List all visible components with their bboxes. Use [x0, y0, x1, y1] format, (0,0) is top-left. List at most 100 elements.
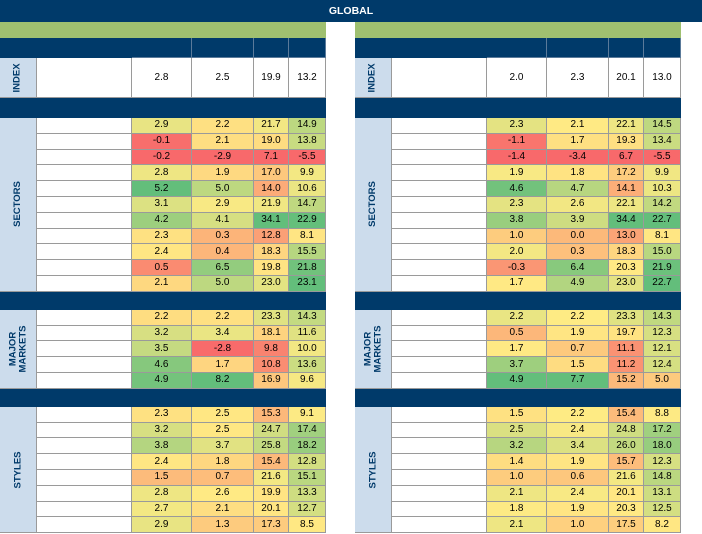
row-label — [392, 276, 487, 292]
value-cell: 17.3 — [254, 517, 289, 534]
row-label — [37, 133, 132, 150]
value-cell: 9.6 — [289, 373, 326, 389]
section-divider — [0, 98, 326, 118]
value-cell: 3.5 — [132, 341, 192, 358]
row-label — [392, 260, 487, 276]
value-cell: 21.6 — [254, 470, 289, 486]
value-cell: 21.9 — [644, 260, 681, 276]
value-cell: 17.2 — [609, 165, 644, 182]
row-label — [37, 228, 132, 245]
value-cell: 12.4 — [644, 357, 681, 373]
value-cell: 2.5 — [192, 422, 254, 439]
value-cell: -0.2 — [132, 149, 192, 166]
value-cell: 2.3 — [487, 197, 547, 213]
row-label — [37, 165, 132, 182]
value-cell: 13.0 — [609, 228, 644, 245]
value-cell: 15.4 — [609, 406, 644, 423]
value-cell: 6.4 — [547, 260, 609, 276]
section-divider — [355, 291, 681, 310]
value-cell: 2.6 — [547, 197, 609, 213]
section-label-text: MAJOR MARKETS — [7, 325, 28, 373]
row-label — [392, 228, 487, 245]
value-cell: 22.9 — [289, 212, 326, 229]
value-cell: 13.3 — [289, 485, 326, 502]
value-cell: 10.6 — [289, 181, 326, 197]
value-cell: 2.0 — [487, 244, 547, 261]
value-cell: 23.3 — [609, 309, 644, 326]
value-cell: 14.3 — [644, 309, 681, 326]
value-cell: 15.3 — [254, 406, 289, 423]
value-cell: 18.1 — [254, 325, 289, 342]
value-cell: 25.8 — [254, 438, 289, 455]
column-header — [132, 38, 192, 58]
value-cell: 14.5 — [644, 118, 681, 134]
value-cell: 13.1 — [644, 485, 681, 502]
value-cell: 21.7 — [254, 118, 289, 134]
value-cell: 1.8 — [487, 501, 547, 518]
value-cell: 18.3 — [609, 244, 644, 261]
row-label — [392, 118, 487, 134]
value-cell: 14.3 — [289, 309, 326, 326]
panel-header — [355, 22, 681, 38]
value-cell: 6.7 — [609, 149, 644, 166]
value-cell: 2.7 — [132, 501, 192, 518]
value-cell: 4.9 — [487, 373, 547, 389]
value-cell: 1.7 — [192, 357, 254, 373]
value-cell: 9.1 — [289, 406, 326, 423]
value-cell: 12.8 — [289, 454, 326, 470]
column-header — [254, 38, 289, 58]
value-cell: 15.4 — [254, 454, 289, 470]
row-label — [392, 438, 487, 455]
value-cell: 2.1 — [192, 501, 254, 518]
value-cell: 19.9 — [254, 58, 289, 98]
row-label — [37, 422, 132, 439]
row-label — [37, 485, 132, 502]
value-cell: 12.3 — [644, 454, 681, 470]
value-cell: 17.0 — [254, 165, 289, 182]
section-label: SECTORS — [0, 118, 37, 292]
row-label — [392, 517, 487, 534]
value-cell: 12.1 — [644, 341, 681, 358]
value-cell: 1.5 — [132, 470, 192, 486]
section-divider — [0, 388, 326, 407]
section-label-text: INDEX — [12, 62, 24, 93]
value-cell: 1.0 — [487, 228, 547, 245]
section-label-text: SECTORS — [367, 181, 379, 228]
value-cell: 5.2 — [132, 181, 192, 197]
value-cell: 3.8 — [487, 212, 547, 229]
column-header-spacer — [0, 38, 132, 58]
row-label — [37, 118, 132, 134]
row-label — [392, 373, 487, 389]
row-label — [37, 470, 132, 486]
value-cell: 24.8 — [609, 422, 644, 439]
value-cell: 2.9 — [132, 118, 192, 134]
value-cell: 34.1 — [254, 212, 289, 229]
panel-header — [0, 22, 326, 38]
value-cell: 1.7 — [487, 276, 547, 292]
row-label — [392, 470, 487, 486]
row-label — [392, 422, 487, 439]
value-cell: 4.9 — [547, 276, 609, 292]
value-cell: -2.8 — [192, 341, 254, 358]
row-label — [37, 501, 132, 518]
value-cell: 12.8 — [254, 228, 289, 245]
value-cell: 0.3 — [547, 244, 609, 261]
section-divider — [355, 98, 681, 118]
value-cell: 11.2 — [609, 357, 644, 373]
value-cell: 4.1 — [192, 212, 254, 229]
column-header — [487, 38, 547, 58]
value-cell: 1.3 — [192, 517, 254, 534]
value-cell: 2.3 — [547, 58, 609, 98]
section-label: STYLES — [355, 406, 392, 534]
value-cell: 3.2 — [132, 422, 192, 439]
row-label — [37, 276, 132, 292]
value-cell: 8.1 — [289, 228, 326, 245]
row-label — [37, 373, 132, 389]
value-cell: 21.6 — [609, 470, 644, 486]
value-cell: 2.1 — [487, 485, 547, 502]
value-cell: 20.1 — [609, 58, 644, 98]
value-cell: 15.0 — [644, 244, 681, 261]
value-cell: 2.2 — [547, 406, 609, 423]
value-cell: 20.1 — [254, 501, 289, 518]
